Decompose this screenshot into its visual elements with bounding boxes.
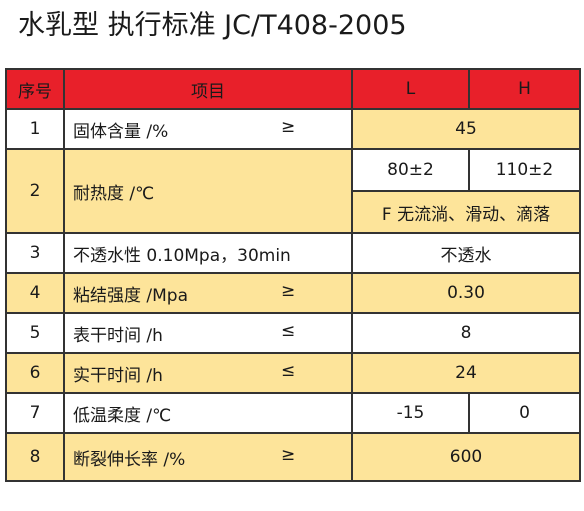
row-value-h: 0 bbox=[468, 392, 581, 434]
table-header-row: 序号 项目 L H bbox=[5, 68, 581, 110]
item-operator: ≥ bbox=[281, 116, 296, 137]
table-row: F 无流淌、滑动、滴落 bbox=[6, 190, 581, 234]
item-label: 不透水性 0.10Mpa，30min bbox=[73, 245, 291, 266]
item-operator: ≥ bbox=[281, 444, 296, 465]
row-value: 24 bbox=[351, 352, 581, 394]
row-value-l: 80±2 bbox=[351, 148, 470, 192]
header-item: 项目 bbox=[63, 68, 353, 110]
row-note: F 无流淌、滑动、滴落 bbox=[351, 190, 581, 234]
item-label: 耐热度 /℃ bbox=[73, 183, 155, 204]
row-no: 2 bbox=[5, 148, 65, 234]
row-no: 7 bbox=[5, 392, 65, 434]
item-label: 表干时间 /h bbox=[73, 325, 163, 346]
row-no: 6 bbox=[5, 352, 65, 394]
row-value-l: -15 bbox=[351, 392, 470, 434]
row-item: 不透水性 0.10Mpa，30min bbox=[63, 232, 353, 274]
item-label: 低温柔度 /℃ bbox=[73, 405, 172, 426]
row-value: 8 bbox=[351, 312, 581, 354]
row-value-h: 110±2 bbox=[468, 148, 581, 192]
header-no: 序号 bbox=[5, 68, 65, 110]
row-value: 45 bbox=[351, 108, 581, 150]
row-value: 0.30 bbox=[351, 272, 581, 314]
row-item: 粘结强度 /Mpa ≥ bbox=[63, 272, 353, 314]
item-label: 粘结强度 /Mpa bbox=[73, 285, 189, 306]
row-item: 实干时间 /h ≤ bbox=[63, 352, 353, 394]
item-label: 断裂伸长率 /% bbox=[73, 449, 186, 470]
table-row: 6 实干时间 /h ≤ 24 bbox=[5, 352, 581, 394]
row-item: 低温柔度 /℃ bbox=[63, 392, 353, 434]
row-no: 8 bbox=[5, 432, 65, 482]
header-l: L bbox=[351, 68, 470, 110]
table-row: 1 固体含量 /% ≥ 45 bbox=[5, 108, 581, 150]
header-h: H bbox=[468, 68, 581, 110]
row-no: 4 bbox=[5, 272, 65, 314]
table-row: 5 表干时间 /h ≤ 8 bbox=[5, 312, 581, 354]
row-item: 固体含量 /% ≥ bbox=[63, 108, 353, 150]
table-row: 8 断裂伸长率 /% ≥ 600 bbox=[5, 432, 581, 482]
table-row: 7 低温柔度 /℃ -15 0 bbox=[5, 392, 581, 434]
item-label: 实干时间 /h bbox=[73, 365, 163, 386]
item-label: 固体含量 /% bbox=[73, 121, 169, 142]
item-operator: ≤ bbox=[281, 360, 296, 381]
item-operator: ≤ bbox=[281, 320, 296, 341]
row-item: 表干时间 /h ≤ bbox=[63, 312, 353, 354]
page-title: 水乳型 执行标准 JC/T408-2005 bbox=[18, 10, 407, 41]
row-item: 耐热度 /℃ bbox=[63, 148, 353, 234]
table-row: 2 耐热度 /℃ 80±2 110±2 bbox=[5, 148, 581, 234]
spec-table: 序号 项目 L H 1 固体含量 /% ≥ 45 2 耐热度 /℃ 80±2 11… bbox=[5, 68, 581, 482]
row-no: 3 bbox=[5, 232, 65, 274]
table-row: 4 粘结强度 /Mpa ≥ 0.30 bbox=[5, 272, 581, 314]
item-operator: ≥ bbox=[281, 280, 296, 301]
row-no: 1 bbox=[5, 108, 65, 150]
row-value: 600 bbox=[351, 432, 581, 482]
row-value: 不透水 bbox=[351, 232, 581, 274]
row-item: 断裂伸长率 /% ≥ bbox=[63, 432, 353, 482]
row-no: 5 bbox=[5, 312, 65, 354]
table-row: 3 不透水性 0.10Mpa，30min 不透水 bbox=[5, 232, 581, 274]
